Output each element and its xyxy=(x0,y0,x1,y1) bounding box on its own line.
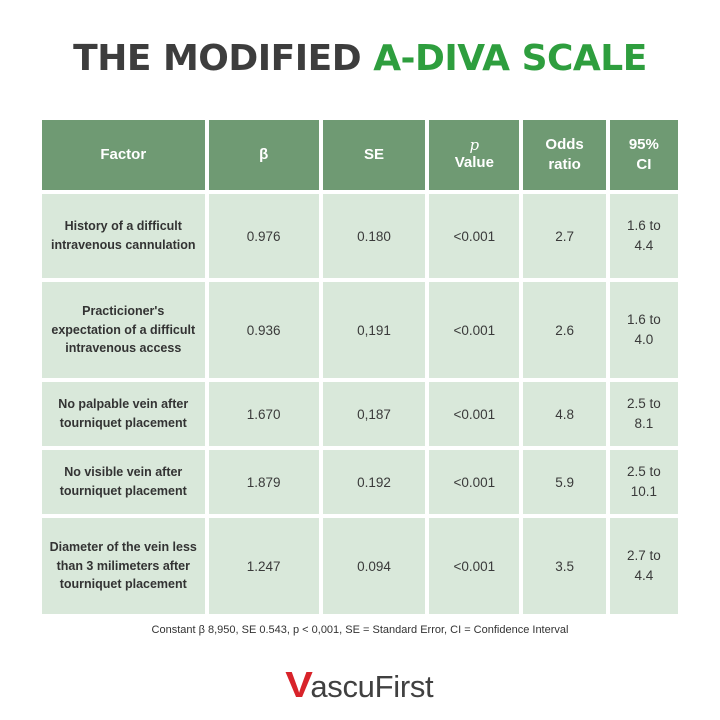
odds-ratio-cell: 4.8 xyxy=(523,382,606,446)
table-row: No palpable vein after tourniquet placem… xyxy=(42,382,678,446)
se-cell: 0,191 xyxy=(322,282,426,378)
table-row: No visible vein after tourniquet placeme… xyxy=(42,450,678,514)
odds-ratio-cell: 2.6 xyxy=(523,282,606,378)
beta-cell: 1.670 xyxy=(208,382,319,446)
header-p-label: Value xyxy=(454,154,494,172)
ci-upper: 10.1 xyxy=(630,484,657,499)
se-cell: 0.094 xyxy=(322,518,426,614)
factor-cell: No visible vein after tourniquet placeme… xyxy=(42,450,205,514)
ci-cell: 1.6 to 4.4 xyxy=(609,194,678,278)
header-odds-ratio: Odds ratio xyxy=(523,120,606,190)
header-odds-line1: Odds xyxy=(545,135,584,153)
beta-cell: 1.247 xyxy=(208,518,319,614)
beta-cell: 1.879 xyxy=(208,450,319,514)
se-cell: 0.192 xyxy=(322,450,426,514)
odds-ratio-cell: 3.5 xyxy=(523,518,606,614)
ci-cell: 2.5 to 8.1 xyxy=(609,382,678,446)
p-value-cell: <0.001 xyxy=(429,194,520,278)
table-row: Practicioner's expectation of a difficul… xyxy=(42,282,678,378)
table-header-row: Factor β SE p Value Odds ratio 95% CI xyxy=(42,120,678,190)
ci-lower: 2.5 to xyxy=(626,464,661,480)
header-factor: Factor xyxy=(42,120,205,190)
a-diva-table: Factor β SE p Value Odds ratio 95% CI Hi… xyxy=(38,116,682,618)
table-row: History of a difficult intravenous cannu… xyxy=(42,194,678,278)
beta-cell: 0.976 xyxy=(208,194,319,278)
ci-upper: 8.1 xyxy=(634,416,654,431)
vascufirst-logo: VascuFirst xyxy=(0,664,720,706)
ci-upper: 4.0 xyxy=(634,332,654,347)
beta-cell: 0.936 xyxy=(208,282,319,378)
se-cell: 0.180 xyxy=(322,194,426,278)
ci-upper: 4.4 xyxy=(634,238,654,253)
ci-lower: 1.6 to xyxy=(626,312,661,328)
ci-lower: 2.5 to xyxy=(626,396,661,412)
p-value-cell: <0.001 xyxy=(429,450,520,514)
header-p-value: p Value xyxy=(429,120,520,190)
se-cell: 0,187 xyxy=(322,382,426,446)
ci-cell: 2.7 to 4.4 xyxy=(609,518,678,614)
ci-lower: 1.6 to xyxy=(626,218,661,234)
header-se: SE xyxy=(322,120,426,190)
ci-cell: 1.6 to 4.0 xyxy=(609,282,678,378)
page-title: THE MODIFIED A-DIVA SCALE xyxy=(0,38,720,79)
table-row: Diameter of the vein less than 3 milimet… xyxy=(42,518,678,614)
ci-upper: 4.4 xyxy=(634,568,654,583)
title-main: THE MODIFIED xyxy=(73,38,362,79)
header-ci-line2: CI xyxy=(636,156,652,173)
odds-ratio-cell: 2.7 xyxy=(523,194,606,278)
title-accent: A-DIVA SCALE xyxy=(373,38,647,79)
ci-lower: 2.7 to xyxy=(626,548,661,564)
p-value-cell: <0.001 xyxy=(429,518,520,614)
footnote: Constant β 8,950, SE 0.543, p < 0,001, S… xyxy=(151,624,569,636)
logo-v-mark: V xyxy=(284,664,313,705)
header-ci: 95% CI xyxy=(609,120,678,190)
ci-cell: 2.5 to 10.1 xyxy=(609,450,678,514)
factor-cell: History of a difficult intravenous cannu… xyxy=(42,194,205,278)
header-odds-line2: ratio xyxy=(548,156,581,173)
logo-wordmark: ascuFirst xyxy=(310,669,434,704)
header-beta: β xyxy=(208,120,319,190)
odds-ratio-cell: 5.9 xyxy=(523,450,606,514)
header-ci-line1: 95% xyxy=(628,135,659,153)
factor-cell: Diameter of the vein less than 3 milimet… xyxy=(42,518,205,614)
p-value-cell: <0.001 xyxy=(429,282,520,378)
factor-cell: No palpable vein after tourniquet placem… xyxy=(42,382,205,446)
header-p-symbol: p xyxy=(469,135,480,154)
factor-cell: Practicioner's expectation of a difficul… xyxy=(42,282,205,378)
p-value-cell: <0.001 xyxy=(429,382,520,446)
